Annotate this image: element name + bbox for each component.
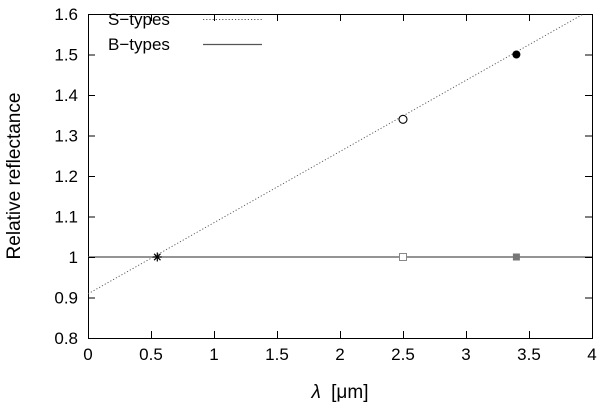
y-tick-label: 1.1 xyxy=(54,208,78,227)
series-lines xyxy=(87,13,592,295)
asterisk-stroke xyxy=(153,253,161,261)
x-tick-label: 4 xyxy=(587,345,596,364)
legend-label-b-types: B−types xyxy=(108,35,170,54)
x-axis-title: λ [μm] xyxy=(311,382,369,403)
y-axis-title: Relative reflectance xyxy=(4,93,25,260)
x-axis-unit: [μm] xyxy=(331,382,368,403)
y-tick-label: 0.9 xyxy=(54,289,78,308)
filled-circle-marker xyxy=(512,50,521,59)
filled-square-marker xyxy=(512,253,520,261)
y-tick-label: 1.4 xyxy=(54,86,78,105)
y-tick-label: 1 xyxy=(69,248,78,267)
x-tick-label: 1.5 xyxy=(265,345,289,364)
plot-frame xyxy=(88,14,593,339)
series-line-s-types xyxy=(87,13,584,295)
legend-label-s-types: S−types xyxy=(108,10,170,29)
x-tick-label: 0.5 xyxy=(139,345,163,364)
y-tick-label: 1.5 xyxy=(54,46,78,65)
plot-frame-group xyxy=(88,14,593,339)
x-tick-label: 3.5 xyxy=(517,345,541,364)
open-circle-marker xyxy=(398,114,408,124)
x-tick-label: 0 xyxy=(83,345,92,364)
y-tick-label: 0.8 xyxy=(54,329,78,348)
x-tick-label: 1 xyxy=(209,345,218,364)
data-markers xyxy=(152,50,521,262)
asterisk-marker xyxy=(152,252,162,262)
y-tick-label: 1.6 xyxy=(54,5,78,24)
x-tick-label: 2 xyxy=(335,345,344,364)
x-axis-symbol: λ xyxy=(311,382,321,403)
open-square-marker xyxy=(399,253,407,261)
legend: S−types B−types xyxy=(108,10,262,54)
y-tick-label: 1.3 xyxy=(54,127,78,146)
y-tick-label: 1.2 xyxy=(54,167,78,186)
axis-ticks xyxy=(88,14,593,339)
x-tick-label: 2.5 xyxy=(391,345,415,364)
axis-tick-labels: 0 0.5 1 1.5 2 2.5 3 3.5 4 0.8 0.9 1 1.1 1.2 1.3 1.4 1.5 1… xyxy=(54,5,596,364)
x-tick-label: 3 xyxy=(461,345,470,364)
